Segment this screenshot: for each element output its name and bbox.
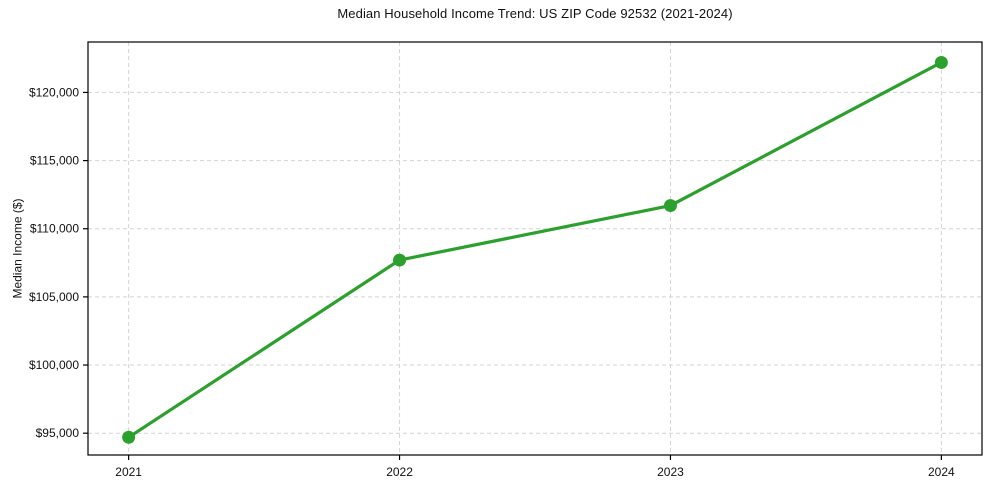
x-tick-label: 2021 [115, 465, 142, 479]
series-line [127, 60, 943, 439]
data-point-2023 [663, 199, 677, 213]
plot-frame [87, 41, 983, 456]
data-point-2021 [122, 430, 136, 444]
y-tick-label: $95,000 [36, 426, 80, 440]
y-tick-label: $120,000 [29, 85, 79, 99]
y-tick-label: $105,000 [29, 290, 79, 304]
chart-title: Median Household Income Trend: US ZIP Co… [337, 6, 733, 21]
x-tick-label: 2023 [657, 465, 684, 479]
data-point-2022 [393, 253, 407, 267]
y-tick-label: $100,000 [29, 358, 79, 372]
y-axis-title: Median Income ($) [10, 198, 25, 299]
x-tick-label: 2022 [386, 465, 413, 479]
data-point-2024 [934, 55, 948, 69]
y-tick-label: $110,000 [30, 222, 79, 236]
y-tick-label: $115,000 [30, 154, 79, 168]
x-tick-label: 2024 [928, 465, 955, 479]
